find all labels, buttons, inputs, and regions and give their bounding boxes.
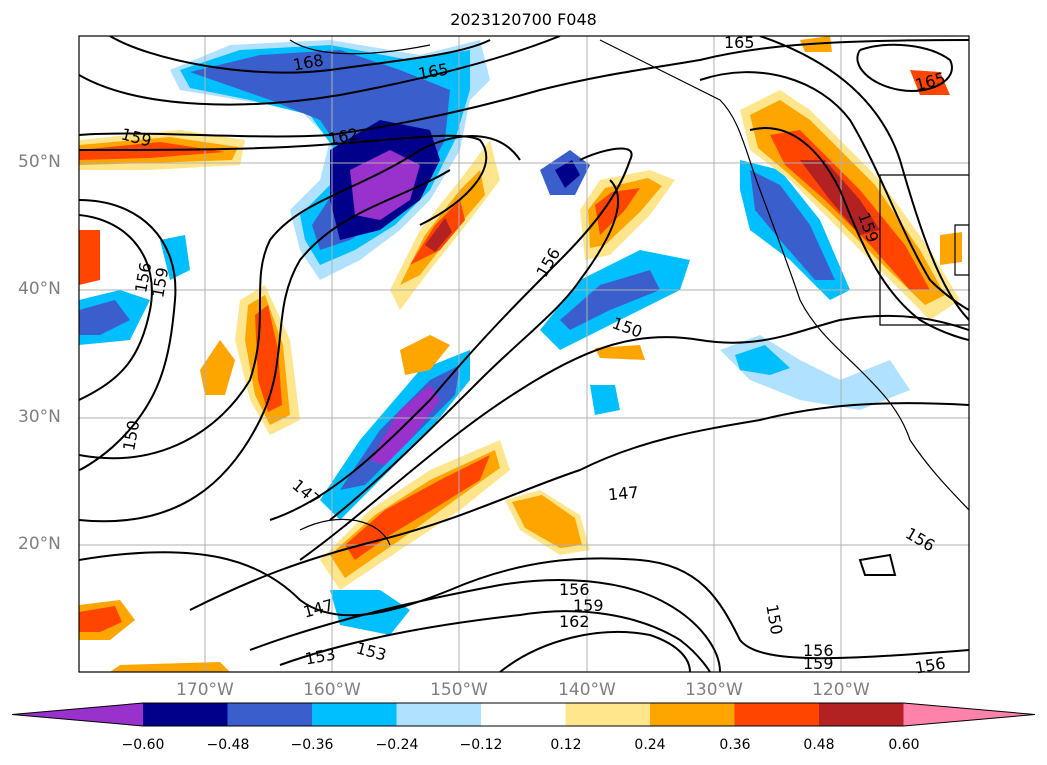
contour-line [759,36,969,321]
lat-label-20n: 20°N [18,534,61,554]
colorbar-segment [565,703,651,726]
negative-region [160,235,190,280]
coastlines [289,39,969,546]
positive-region [255,305,282,412]
lon-label-170w: 170°W [176,680,234,700]
lat-label-50n: 50°N [18,152,61,172]
positive-region [79,142,225,160]
colorbar-tick: 0.60 [888,737,920,753]
contour-line [269,147,633,521]
contour-label: 156 [803,641,834,660]
colorbar-tick: 0.24 [634,737,666,753]
contour-line [279,610,711,672]
contour-line [79,36,561,106]
colorbar-tick: −0.24 [375,737,419,753]
positive-region [588,178,662,248]
colorbar-segment [819,703,904,726]
contour-line [856,43,953,92]
contour-line [499,630,691,672]
contour-label: 156 [559,580,590,599]
colorbar-tick: −0.48 [206,737,250,753]
lat-label-40n: 40°N [18,279,61,299]
colorbar-segment [734,703,820,726]
colorbar-tick: 0.48 [803,737,835,753]
contour-label: 159 [573,596,604,615]
positive-region [940,232,962,265]
contour-line [329,179,619,521]
contour-line [189,402,969,611]
positive-region [425,218,452,252]
contour-line [79,135,521,460]
contour-line [79,134,488,226]
shaded-field [79,36,962,672]
colorbar-extend-high [903,703,1035,726]
contour-line [858,553,897,576]
colorbar-segment [312,703,397,726]
positive-region [79,230,100,285]
contour-label: 162 [559,612,590,631]
map-title: 2023120700 F048 [450,10,597,29]
negative-region [560,270,660,330]
positive-region [345,455,490,560]
colorbar-segment [143,703,228,726]
negative-region [720,335,910,410]
colorbar-tick: 0.36 [719,737,751,753]
colorbar-segment [650,703,735,726]
negative-region [735,345,790,375]
contour-label: 147 [607,482,640,505]
height-contours [79,36,969,672]
colorbar-segment [227,703,313,726]
contour-line [79,199,177,471]
contour-line [109,36,491,74]
colorbar-tick: 0.12 [550,737,582,753]
contour-line [299,314,969,561]
colorbar-tick: −0.60 [121,737,165,753]
colorbar-extend-low [12,703,143,726]
lon-label-160w: 160°W [303,680,361,700]
positive-region [512,495,582,548]
lon-label-140w: 140°W [558,680,616,700]
positive-region [400,335,450,375]
colorbar-tick: −0.36 [290,737,334,753]
positive-region [910,70,950,95]
positive-region [110,662,230,672]
contour-label: 165 [724,33,755,52]
contour-line [249,579,721,672]
contour-line [749,127,969,341]
lat-label-30n: 30°N [18,407,61,427]
contour-line [79,551,969,660]
lon-label-150w: 150°W [430,680,488,700]
colorbar-segment [481,703,566,726]
lon-label-120w: 120°W [812,680,870,700]
colorbar-outline [11,702,1036,727]
contour-line [79,214,153,401]
contour-line [79,169,451,523]
plot-frame [78,35,970,673]
colorbar-segment [396,703,482,726]
negative-region [750,170,835,280]
contour-label: 159 [803,654,834,673]
colorbar [11,702,1036,727]
positive-region [800,160,880,235]
positive-region [200,340,235,395]
lon-label-130w: 130°W [685,680,743,700]
negative-region [555,160,580,188]
negative-region [590,385,620,415]
negative-region [350,150,420,220]
colorbar-tick: −0.12 [459,737,503,753]
positive-region [79,606,122,632]
contour-line [699,71,969,311]
contour-line [79,39,969,138]
positive-region [595,345,645,360]
negative-region [79,300,130,335]
